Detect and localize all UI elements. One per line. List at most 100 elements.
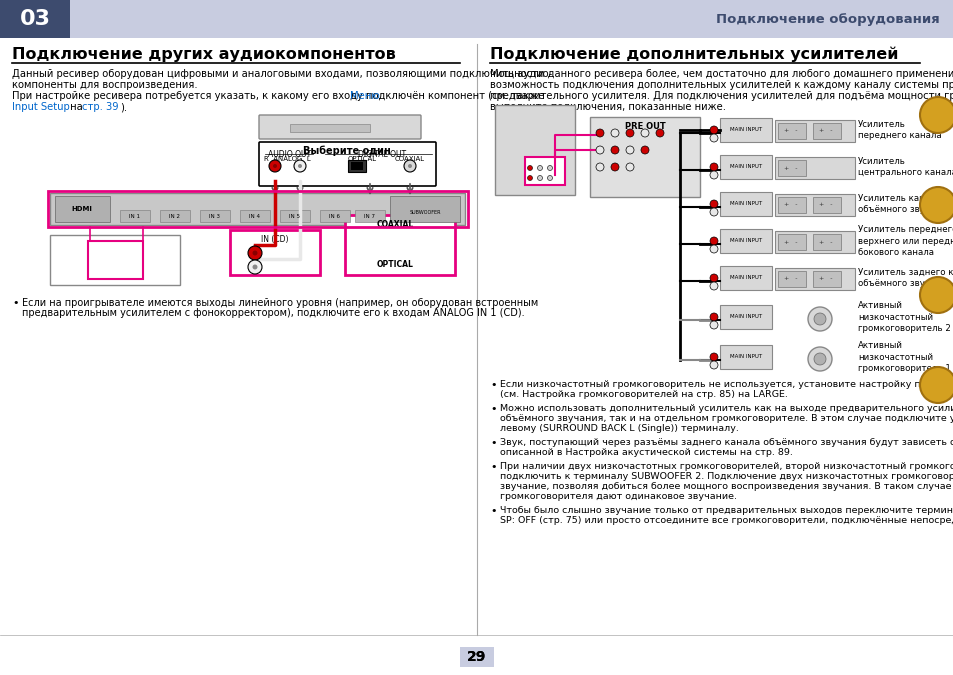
Text: MAIN INPUT: MAIN INPUT: [729, 238, 761, 243]
Circle shape: [625, 146, 634, 154]
Text: COAXIAL: COAXIAL: [376, 220, 414, 229]
Text: Усилитель
переднего канала: Усилитель переднего канала: [857, 120, 941, 140]
Bar: [812, 197, 841, 213]
Bar: [778, 271, 805, 287]
Text: Если на проигрывателе имеются выходы линейного уровня (например, он оборудован в: Если на проигрывателе имеются выходы лин…: [22, 298, 537, 308]
Circle shape: [709, 163, 718, 171]
Bar: [495, 105, 575, 195]
Text: MAIN INPUT: MAIN INPUT: [729, 164, 761, 169]
Text: •: •: [490, 462, 496, 472]
Text: стр. 39: стр. 39: [82, 102, 118, 112]
Bar: [778, 197, 805, 213]
Circle shape: [625, 129, 634, 137]
Circle shape: [294, 160, 306, 172]
Bar: [774, 231, 854, 253]
Text: Подключение оборудования: Подключение оборудования: [716, 13, 939, 26]
Text: IN (CD): IN (CD): [261, 235, 289, 244]
Circle shape: [709, 245, 718, 253]
Text: MAIN INPUT: MAIN INPUT: [729, 354, 761, 359]
Text: Подключение дополнительных усилителей: Подключение дополнительных усилителей: [490, 47, 898, 63]
Bar: [774, 194, 854, 216]
Circle shape: [709, 321, 718, 329]
Circle shape: [709, 134, 718, 142]
Text: +   -: + -: [818, 240, 832, 244]
Bar: [720, 118, 771, 142]
Bar: [55, 196, 110, 222]
Bar: [720, 266, 771, 290]
Circle shape: [709, 361, 718, 369]
Text: Чтобы было слышно звучание только от предварительных выходов переключите термина: Чтобы было слышно звучание только от пре…: [499, 506, 953, 515]
Text: Мощности данного ресивера более, чем достаточно для любого домашнего применения,: Мощности данного ресивера более, чем дос…: [490, 69, 953, 79]
Text: Меню: Меню: [350, 91, 379, 101]
Text: IN 4: IN 4: [250, 213, 260, 219]
Bar: [459, 647, 494, 667]
Text: •: •: [490, 506, 496, 516]
Text: описанной в Настройка акустической системы на стр. 89.: описанной в Настройка акустической систе…: [499, 448, 792, 457]
Text: 29: 29: [467, 650, 486, 664]
Text: Усилитель заднего канала
объёмного звучания: Усилитель заднего канала объёмного звуча…: [857, 268, 953, 288]
Circle shape: [297, 164, 302, 168]
Circle shape: [709, 282, 718, 290]
Text: R  ANALOG  L: R ANALOG L: [263, 156, 310, 162]
Bar: [774, 157, 854, 179]
Text: IN 6: IN 6: [329, 213, 340, 219]
Circle shape: [537, 165, 542, 171]
Text: +   -: + -: [783, 128, 797, 134]
Circle shape: [807, 307, 831, 331]
Text: Подключение других аудиокомпонентов: Подключение других аудиокомпонентов: [12, 47, 395, 62]
Circle shape: [273, 164, 276, 168]
Text: DIGITAL OUT: DIGITAL OUT: [357, 150, 406, 159]
Bar: [0, 0, 953, 38]
Text: SP: OFF (стр. 75) или просто отсоедините все громкоговорители, подключённые непо: SP: OFF (стр. 75) или просто отсоедините…: [499, 516, 953, 525]
Text: Можно использовать дополнительный усилитель как на выходе предварительного усили: Можно использовать дополнительный усилит…: [499, 404, 953, 413]
Bar: [280, 210, 310, 222]
Circle shape: [248, 246, 262, 260]
Circle shape: [408, 164, 412, 168]
Bar: [720, 192, 771, 216]
Text: IN 2: IN 2: [170, 213, 180, 219]
Bar: [200, 210, 230, 222]
Text: возможность подключения дополнительных усилителей к каждому каналу системы при п: возможность подключения дополнительных у…: [490, 80, 953, 90]
Circle shape: [709, 171, 718, 179]
Text: Звук, поступающий через разъёмы заднего канала объёмного звучания будут зависеть: Звук, поступающий через разъёмы заднего …: [499, 438, 953, 447]
Bar: [390, 196, 459, 222]
Circle shape: [813, 313, 825, 325]
Circle shape: [248, 260, 262, 274]
Circle shape: [709, 126, 718, 134]
Text: PRE OUT: PRE OUT: [624, 122, 664, 131]
Circle shape: [919, 367, 953, 403]
Circle shape: [596, 163, 603, 171]
Text: звучание, позволяя добиться более мощного воспроизведения звучания. В таком случ: звучание, позволяя добиться более мощног…: [499, 482, 953, 491]
Text: объёмного звучания, так и на отдельном громкоговорителе. В этом случае подключит: объёмного звучания, так и на отдельном г…: [499, 414, 953, 423]
Text: Активный
низкочастотный
громкоговоритель 2: Активный низкочастотный громкоговоритель…: [857, 302, 950, 333]
Bar: [345, 215, 455, 275]
Circle shape: [709, 313, 718, 321]
Bar: [48, 191, 468, 227]
Bar: [778, 123, 805, 139]
Text: Проигрыватель CD, др.: Проигрыватель CD, др.: [279, 115, 399, 125]
Bar: [720, 229, 771, 253]
Circle shape: [709, 274, 718, 282]
Bar: [348, 160, 366, 172]
Text: Усилитель
центрального канала (моно): Усилитель центрального канала (моно): [857, 157, 953, 177]
Circle shape: [596, 146, 603, 154]
Text: Усилитель канала
объёмного звучания: Усилитель канала объёмного звучания: [857, 194, 951, 214]
Text: 29: 29: [467, 650, 486, 664]
Circle shape: [640, 146, 648, 154]
Text: ).: ).: [120, 102, 127, 112]
Circle shape: [610, 129, 618, 137]
Circle shape: [709, 353, 718, 361]
Text: IN 7: IN 7: [364, 213, 375, 219]
Bar: [50, 193, 464, 225]
FancyBboxPatch shape: [258, 142, 436, 186]
Circle shape: [547, 176, 552, 180]
Bar: [120, 210, 150, 222]
Text: Усилитель переднего
верхнего или переднего
бокового канала: Усилитель переднего верхнего или передне…: [857, 225, 953, 256]
Bar: [355, 210, 385, 222]
Bar: [812, 271, 841, 287]
Circle shape: [919, 97, 953, 133]
Bar: [230, 230, 319, 275]
Circle shape: [269, 160, 281, 172]
Bar: [50, 235, 180, 285]
Text: При настройке ресивера потребуется указать, к какому его входу подключён компоне: При настройке ресивера потребуется указа…: [12, 91, 547, 101]
